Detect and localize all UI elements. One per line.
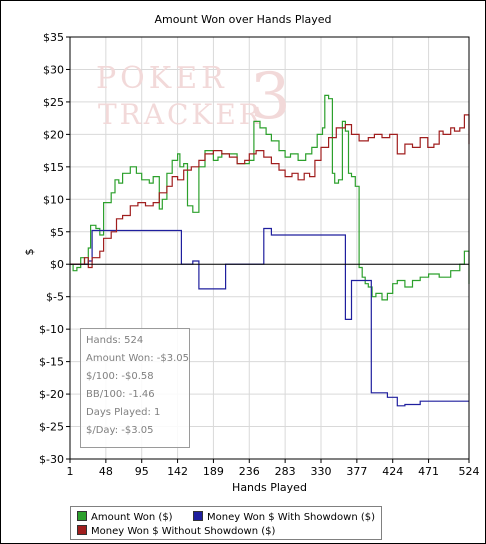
stat-bb-per-100: BB/100: -1.46	[86, 389, 155, 400]
x-tick-label: 95	[135, 465, 149, 478]
stats-box: Hands: 524 Amount Won: -$3.05 $/100: -$0…	[80, 328, 190, 448]
y-tick-label: $-30	[39, 453, 64, 466]
legend-item-amount-won: Amount Won ($)	[77, 511, 173, 523]
series-line-0	[70, 94, 470, 301]
chart-canvas: POKER TRACKER 3 $35 $30 $25 $20 $15 $10 $5 $0 $-…	[23, 31, 480, 494]
x-tick-label: 283	[275, 465, 296, 478]
watermark-tracker-text: TRACKER	[98, 98, 263, 131]
watermark-poker-text: POKER	[96, 61, 228, 96]
x-tick-label: 1	[67, 465, 74, 478]
y-tick-label: $10	[43, 193, 64, 206]
series-line-2	[70, 114, 470, 269]
y-tick-label: $-15	[39, 356, 64, 369]
x-tick-label: 377	[346, 465, 367, 478]
legend-swatch-green	[77, 511, 87, 521]
chart-legend: Amount Won ($) Money Won $ With Showdown…	[70, 506, 382, 540]
chart-title: Amount Won over Hands Played	[154, 13, 332, 26]
series-line-1	[70, 227, 469, 407]
axes-layer	[69, 36, 470, 460]
legend-item-without-showdown: Money Won $ Without Showdown ($)	[77, 525, 275, 537]
y-axis-label: $	[23, 249, 36, 256]
y-tick-label: $-5	[46, 291, 64, 304]
stat-per-day: $/Day: -$3.05	[86, 425, 154, 436]
y-tick-label: $5	[50, 226, 64, 239]
x-tick-label: 142	[167, 465, 188, 478]
x-tick-label: 330	[310, 465, 331, 478]
series-layer	[70, 94, 470, 407]
x-tick-label: 189	[203, 465, 224, 478]
y-tick-label: $-25	[39, 421, 64, 434]
legend-label: Amount Won ($)	[91, 512, 173, 523]
y-tick-label: $20	[43, 128, 64, 141]
stat-amount-won: Amount Won: -$3.05	[86, 353, 190, 364]
y-tick-label: $15	[43, 161, 64, 174]
stat-days-played: Days Played: 1	[86, 407, 161, 418]
legend-label: Money Won $ With Showdown ($)	[207, 512, 376, 523]
watermark-numeral: 3	[250, 60, 291, 134]
ticks-layer: $35 $30 $25 $20 $15 $10 $5 $0 $-5 $-10 $-15 $-20 $-2…	[39, 31, 479, 478]
legend-swatch-red	[77, 525, 87, 535]
x-tick-label: 424	[382, 465, 403, 478]
x-tick-label: 524	[459, 465, 480, 478]
x-tick-label: 471	[418, 465, 439, 478]
stat-hands: Hands: 524	[86, 335, 144, 346]
y-tick-label: $25	[43, 96, 64, 109]
stat-per-100: $/100: -$0.58	[86, 371, 154, 382]
y-tick-label: $-20	[39, 388, 64, 401]
x-axis-label: Hands Played	[232, 481, 307, 494]
legend-item-with-showdown: Money Won $ With Showdown ($)	[193, 511, 375, 523]
y-tick-label: $30	[43, 63, 64, 76]
plot-border	[69, 36, 470, 460]
y-tick-label: $35	[43, 31, 64, 44]
x-tick-label: 48	[99, 465, 113, 478]
legend-swatch-blue	[193, 511, 203, 521]
y-tick-label: $0	[50, 258, 64, 271]
legend-label: Money Won $ Without Showdown ($)	[91, 526, 276, 537]
x-tick-label: 236	[239, 465, 260, 478]
y-tick-label: $-10	[39, 323, 64, 336]
watermark: POKER TRACKER 3	[96, 60, 291, 134]
